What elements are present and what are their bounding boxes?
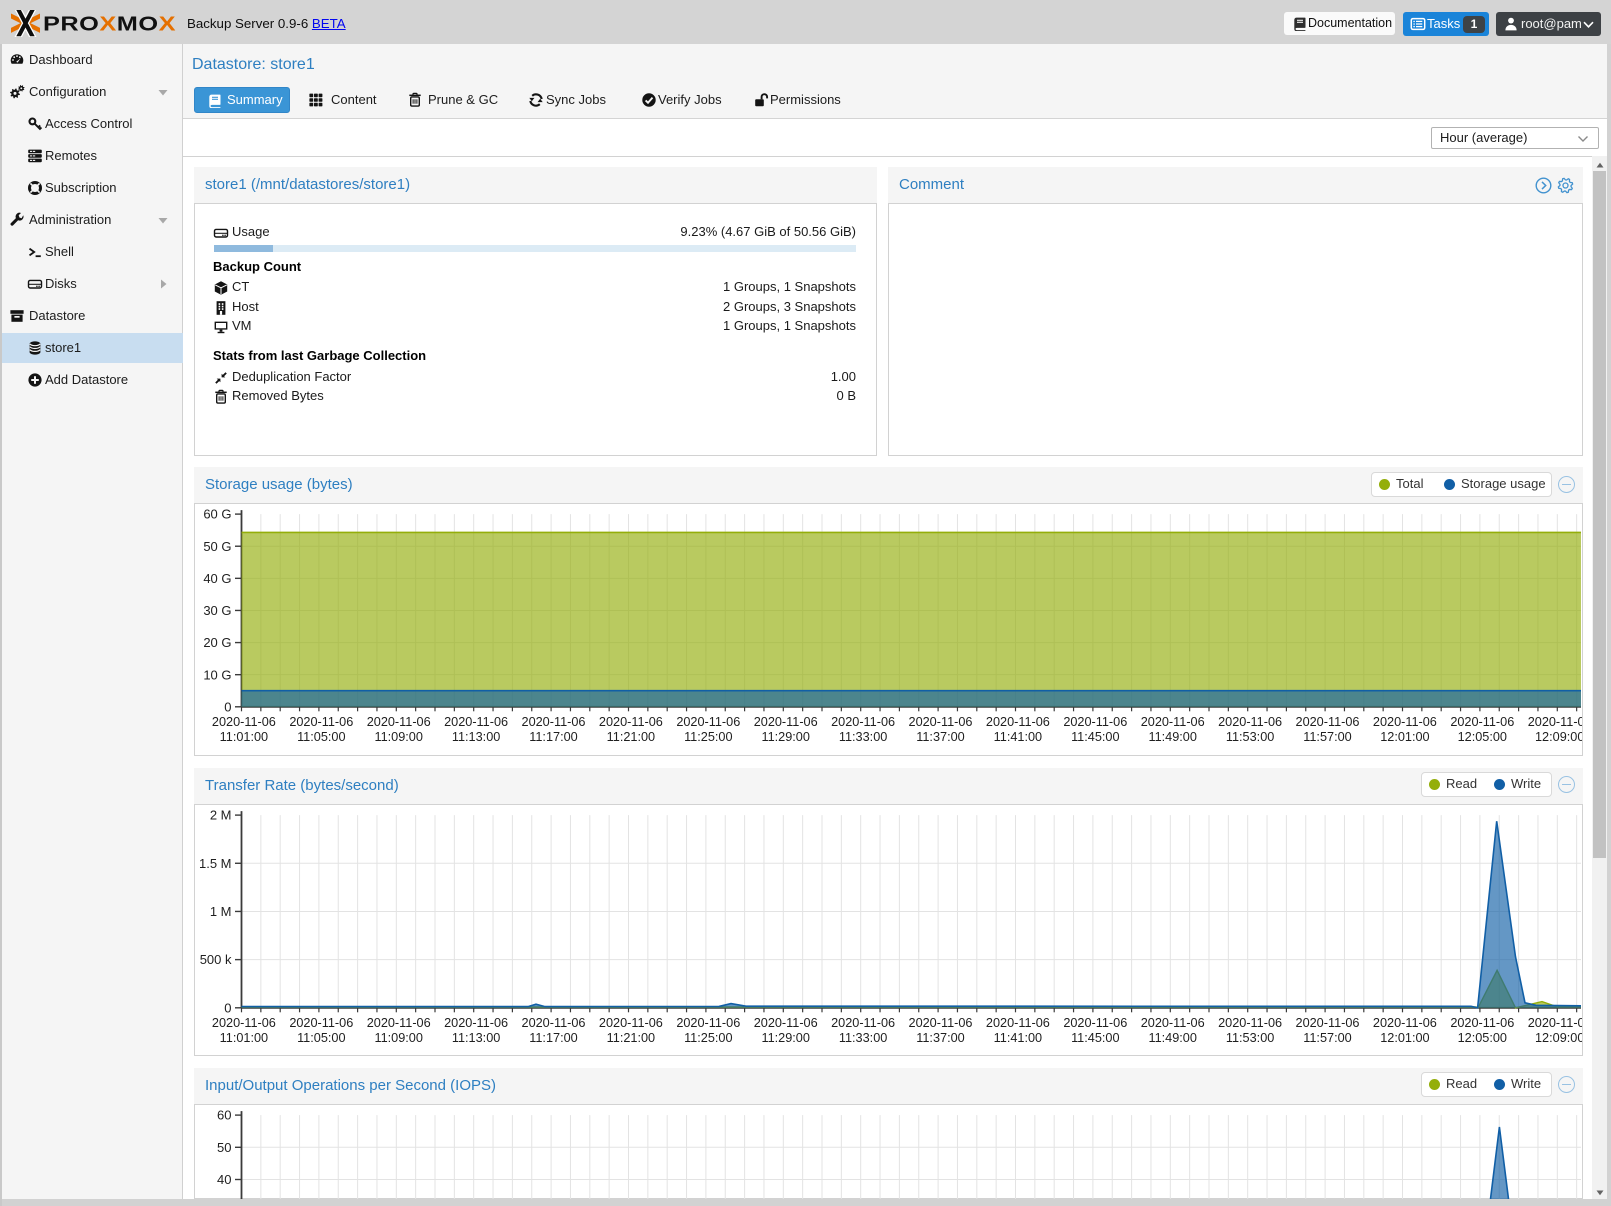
svg-text:11:37:00: 11:37:00 [916, 730, 964, 744]
svg-text:11:13:00: 11:13:00 [452, 1031, 500, 1045]
svg-text:11:57:00: 11:57:00 [1303, 730, 1351, 744]
svg-text:2020-11-06: 2020-11-06 [754, 715, 818, 729]
svg-text:2020-11-06: 2020-11-06 [986, 1016, 1050, 1030]
svg-text:2020-11-06: 2020-11-06 [909, 1016, 973, 1030]
svg-text:0: 0 [224, 699, 231, 714]
svg-text:11:05:00: 11:05:00 [297, 1031, 345, 1045]
svg-text:11:53:00: 11:53:00 [1226, 730, 1274, 744]
svg-text:12:05:00: 12:05:00 [1458, 1031, 1507, 1045]
svg-text:11:25:00: 11:25:00 [684, 730, 732, 744]
svg-text:11:41:00: 11:41:00 [994, 1031, 1042, 1045]
svg-text:2020-11-06: 2020-11-06 [444, 715, 508, 729]
svg-text:12:09:00: 12:09:00 [1535, 730, 1582, 744]
svg-text:2020-11-06: 2020-11-06 [1063, 1016, 1127, 1030]
svg-text:11:17:00: 11:17:00 [529, 730, 577, 744]
svg-text:2020-11-06: 2020-11-06 [1450, 1016, 1514, 1030]
svg-text:40 G: 40 G [203, 571, 231, 586]
svg-text:2020-11-06: 2020-11-06 [599, 1016, 663, 1030]
svg-text:12:09:00: 12:09:00 [1535, 1031, 1582, 1045]
svg-text:0: 0 [224, 1000, 231, 1015]
svg-text:20 G: 20 G [203, 635, 231, 650]
svg-text:11:17:00: 11:17:00 [529, 1031, 577, 1045]
svg-text:11:25:00: 11:25:00 [684, 1031, 732, 1045]
svg-text:11:09:00: 11:09:00 [374, 730, 422, 744]
svg-text:2020-11-06: 2020-11-06 [1296, 715, 1360, 729]
svg-text:12:01:00: 12:01:00 [1380, 1031, 1429, 1045]
svg-text:11:29:00: 11:29:00 [761, 1031, 809, 1045]
svg-text:2020-11-06: 2020-11-06 [212, 715, 276, 729]
svg-text:2020-11-06: 2020-11-06 [444, 1016, 508, 1030]
svg-text:2020-11-06: 2020-11-06 [522, 715, 586, 729]
svg-text:12:05:00: 12:05:00 [1458, 730, 1507, 744]
svg-text:2020-11-06: 2020-11-06 [1141, 715, 1205, 729]
svg-text:2020-11-06: 2020-11-06 [1218, 715, 1282, 729]
svg-text:2020-11-06: 2020-11-06 [986, 715, 1050, 729]
svg-text:11:49:00: 11:49:00 [1148, 1031, 1196, 1045]
svg-text:2020-11-06: 2020-11-06 [754, 1016, 818, 1030]
svg-text:2020-11-06: 2020-11-06 [289, 715, 353, 729]
svg-text:2 M: 2 M [210, 808, 232, 823]
svg-text:2020-11-06: 2020-11-06 [1528, 715, 1582, 729]
svg-text:50: 50 [217, 1140, 231, 1155]
svg-text:2020-11-06: 2020-11-06 [676, 1016, 740, 1030]
svg-text:11:45:00: 11:45:00 [1071, 1031, 1119, 1045]
svg-text:2020-11-06: 2020-11-06 [289, 1016, 353, 1030]
svg-text:11:13:00: 11:13:00 [452, 730, 500, 744]
svg-text:11:37:00: 11:37:00 [916, 1031, 964, 1045]
svg-text:40: 40 [217, 1172, 231, 1187]
svg-text:11:21:00: 11:21:00 [607, 730, 655, 744]
svg-text:2020-11-06: 2020-11-06 [1450, 715, 1514, 729]
svg-text:2020-11-06: 2020-11-06 [1296, 1016, 1360, 1030]
svg-text:2020-11-06: 2020-11-06 [831, 1016, 895, 1030]
svg-text:11:33:00: 11:33:00 [839, 1031, 887, 1045]
svg-text:2020-11-06: 2020-11-06 [676, 715, 740, 729]
svg-text:11:01:00: 11:01:00 [220, 730, 268, 744]
svg-text:60 G: 60 G [203, 507, 231, 522]
svg-text:2020-11-06: 2020-11-06 [1528, 1016, 1582, 1030]
svg-text:11:41:00: 11:41:00 [994, 730, 1042, 744]
svg-text:2020-11-06: 2020-11-06 [367, 715, 431, 729]
svg-text:11:33:00: 11:33:00 [839, 730, 887, 744]
svg-text:2020-11-06: 2020-11-06 [1063, 715, 1127, 729]
svg-text:2020-11-06: 2020-11-06 [599, 715, 663, 729]
svg-text:1 M: 1 M [210, 904, 232, 919]
svg-text:30 G: 30 G [203, 603, 231, 618]
svg-text:11:45:00: 11:45:00 [1071, 730, 1119, 744]
svg-text:11:29:00: 11:29:00 [761, 730, 809, 744]
svg-text:11:57:00: 11:57:00 [1303, 1031, 1351, 1045]
svg-text:10 G: 10 G [203, 667, 231, 682]
svg-text:2020-11-06: 2020-11-06 [1141, 1016, 1205, 1030]
svg-text:50 G: 50 G [203, 539, 231, 554]
svg-text:11:53:00: 11:53:00 [1226, 1031, 1274, 1045]
svg-text:2020-11-06: 2020-11-06 [1373, 1016, 1437, 1030]
svg-text:2020-11-06: 2020-11-06 [522, 1016, 586, 1030]
svg-text:1.5 M: 1.5 M [199, 856, 232, 871]
svg-text:60: 60 [217, 1108, 231, 1123]
svg-text:2020-11-06: 2020-11-06 [212, 1016, 276, 1030]
svg-text:11:09:00: 11:09:00 [374, 1031, 422, 1045]
svg-text:12:01:00: 12:01:00 [1380, 730, 1429, 744]
svg-text:11:01:00: 11:01:00 [220, 1031, 268, 1045]
svg-text:2020-11-06: 2020-11-06 [367, 1016, 431, 1030]
svg-text:2020-11-06: 2020-11-06 [1218, 1016, 1282, 1030]
svg-text:500 k: 500 k [200, 952, 232, 967]
svg-text:2020-11-06: 2020-11-06 [909, 715, 973, 729]
svg-text:11:49:00: 11:49:00 [1148, 730, 1196, 744]
svg-text:11:21:00: 11:21:00 [607, 1031, 655, 1045]
svg-text:2020-11-06: 2020-11-06 [831, 715, 895, 729]
svg-text:11:05:00: 11:05:00 [297, 730, 345, 744]
svg-text:2020-11-06: 2020-11-06 [1373, 715, 1437, 729]
